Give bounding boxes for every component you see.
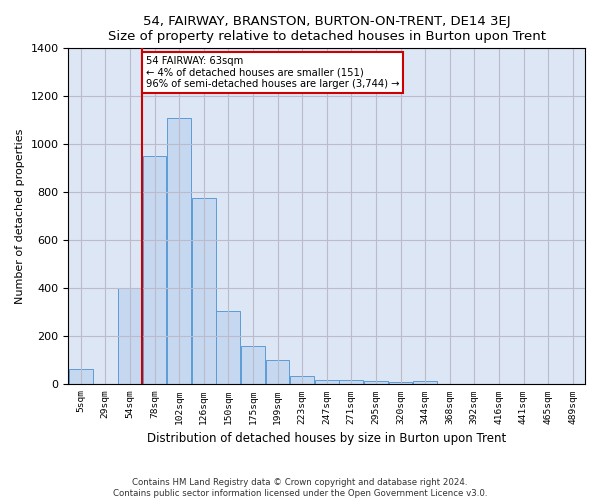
Text: Contains HM Land Registry data © Crown copyright and database right 2024.
Contai: Contains HM Land Registry data © Crown c… [113,478,487,498]
Bar [217,311,240,384]
Bar [266,360,289,384]
Text: 54 FAIRWAY: 63sqm
← 4% of detached houses are smaller (151)
96% of semi-detached: 54 FAIRWAY: 63sqm ← 4% of detached house… [146,56,400,88]
Bar [167,118,191,384]
Bar [241,346,265,385]
Bar [364,380,388,384]
Bar [389,382,412,384]
Bar [143,156,166,384]
Y-axis label: Number of detached properties: Number of detached properties [15,128,25,304]
Bar [315,380,338,384]
Bar [413,380,437,384]
Bar [340,380,363,384]
Bar [290,376,314,384]
Bar [69,368,92,384]
Bar [192,198,215,384]
X-axis label: Distribution of detached houses by size in Burton upon Trent: Distribution of detached houses by size … [147,432,506,445]
Bar [118,288,142,384]
Title: 54, FAIRWAY, BRANSTON, BURTON-ON-TRENT, DE14 3EJ
Size of property relative to de: 54, FAIRWAY, BRANSTON, BURTON-ON-TRENT, … [108,15,546,43]
